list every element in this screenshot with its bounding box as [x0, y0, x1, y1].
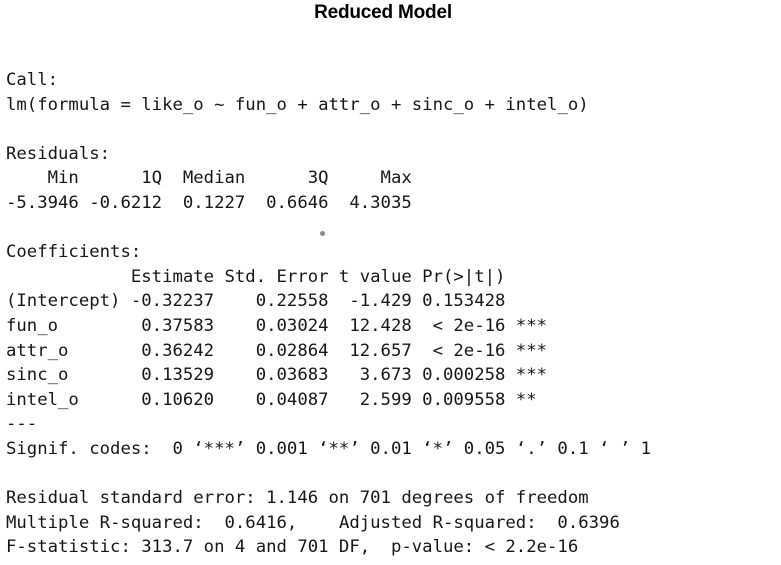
page-title: Reduced Model	[314, 2, 452, 23]
coef-row-fun-o: fun_o 0.37583 0.03024 12.428 < 2e-16 ***	[6, 315, 548, 336]
coefficients-header: Coefficients:	[6, 242, 142, 263]
coef-row-sinc-o: sinc_o 0.13529 0.03683 3.673 0.000258 **…	[6, 365, 548, 386]
call-formula: lm(formula = like_o ~ fun_o + attr_o + s…	[6, 94, 589, 115]
blank-line	[6, 462, 651, 487]
coef-column-header: Estimate Std. Error t value Pr(>|t|)	[6, 266, 548, 287]
f-statistic: F-statistic: 313.7 on 4 and 701 DF, p-va…	[6, 537, 579, 558]
call-header: Call:	[6, 70, 59, 90]
signif-codes: Signif. codes: 0 ‘***’ 0.001 ‘**’ 0.01 ‘…	[6, 438, 652, 459]
residuals-header: Residuals:	[6, 143, 111, 164]
regression-output: Call: lm(formula = like_o ~ fun_o + attr…	[6, 68, 651, 560]
coef-row-intel-o: intel_o 0.10620 0.04087 2.599 0.009558 *…	[6, 389, 548, 410]
coef-row-attr-o: attr_o 0.36242 0.02864 12.657 < 2e-16 **…	[6, 340, 548, 361]
blank-line	[6, 117, 651, 142]
stray-dot	[320, 231, 325, 236]
blank-line	[6, 216, 651, 241]
coef-row-intercept: (Intercept) -0.32237 0.22558 -1.429 0.15…	[6, 291, 548, 312]
residual-standard-error: Residual standard error: 1.146 on 701 de…	[6, 488, 589, 509]
r-squared: Multiple R-squared: 0.6416, Adjusted R-s…	[6, 512, 631, 533]
residuals-labels: Min 1Q Median 3Q Max	[6, 168, 423, 189]
residuals-values: -5.3946 -0.6212 0.1227 0.6646 4.3035	[6, 192, 423, 213]
separator: ---	[6, 414, 38, 435]
